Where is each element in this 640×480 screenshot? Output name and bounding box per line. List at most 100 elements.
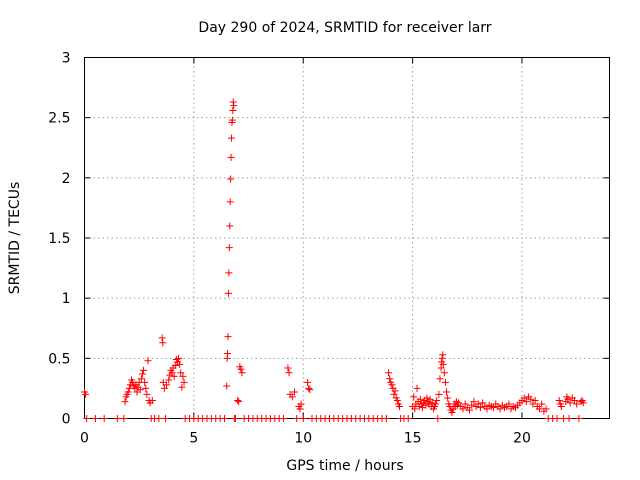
y-tick-label: 0.5 bbox=[48, 351, 70, 367]
y-tick-label: 1 bbox=[62, 291, 71, 307]
data-point bbox=[529, 400, 537, 408]
data-point bbox=[393, 396, 401, 404]
data-point bbox=[237, 365, 245, 373]
data-point bbox=[165, 376, 173, 384]
data-point bbox=[440, 369, 448, 377]
data-point bbox=[483, 405, 491, 413]
data-point bbox=[159, 339, 167, 347]
data-point bbox=[522, 398, 530, 406]
data-point bbox=[459, 405, 467, 413]
data-point bbox=[291, 388, 298, 396]
data-point bbox=[137, 375, 145, 383]
data-point bbox=[288, 393, 296, 401]
y-tick-label: 3 bbox=[62, 51, 71, 67]
data-point bbox=[466, 406, 473, 414]
x-tick-label: 10 bbox=[294, 431, 312, 447]
data-point bbox=[91, 415, 99, 422]
data-point bbox=[238, 369, 246, 377]
data-point bbox=[542, 405, 550, 413]
data-point bbox=[468, 401, 476, 409]
data-point bbox=[299, 415, 307, 422]
y-tick-label: 1.5 bbox=[48, 231, 70, 247]
data-point bbox=[439, 351, 447, 359]
data-point bbox=[124, 388, 132, 396]
data-point bbox=[231, 415, 239, 422]
data-point bbox=[296, 405, 304, 413]
data-point bbox=[555, 396, 563, 404]
data-point bbox=[140, 366, 148, 374]
data-point bbox=[536, 405, 543, 413]
data-point bbox=[100, 415, 108, 422]
data-point bbox=[413, 384, 421, 392]
data-point bbox=[225, 244, 233, 252]
data-point bbox=[444, 394, 452, 402]
data-point bbox=[228, 134, 235, 142]
data-point bbox=[293, 415, 301, 422]
data-point bbox=[411, 405, 419, 413]
data-point bbox=[226, 222, 234, 230]
y-tick-label: 0 bbox=[62, 412, 71, 428]
data-point bbox=[479, 399, 487, 407]
data-point bbox=[388, 381, 396, 389]
data-point bbox=[177, 369, 185, 377]
data-point bbox=[227, 175, 235, 183]
data-point bbox=[161, 415, 169, 422]
data-point bbox=[306, 386, 314, 394]
data-point bbox=[396, 402, 403, 410]
data-point bbox=[404, 415, 412, 422]
data-point bbox=[178, 383, 186, 391]
data-point bbox=[476, 404, 484, 412]
data-point bbox=[390, 390, 398, 398]
data-point bbox=[226, 198, 234, 206]
data-point bbox=[433, 396, 441, 404]
data-point bbox=[180, 378, 188, 386]
data-point bbox=[441, 378, 449, 386]
data-point bbox=[82, 390, 90, 398]
y-tick-label: 2.5 bbox=[48, 111, 70, 127]
x-tick-label: 0 bbox=[80, 431, 89, 447]
data-point bbox=[113, 415, 121, 422]
data-point bbox=[435, 390, 443, 398]
data-point bbox=[224, 333, 232, 341]
data-point bbox=[422, 401, 430, 409]
data-point bbox=[285, 369, 293, 377]
data-point bbox=[163, 381, 171, 389]
data-point bbox=[155, 415, 163, 422]
data-point bbox=[391, 387, 399, 395]
data-point bbox=[83, 415, 91, 422]
x-tick-labels: 0 5 10 15 20 bbox=[80, 431, 531, 447]
data-point bbox=[158, 334, 166, 342]
data-point bbox=[225, 269, 233, 277]
data-point bbox=[227, 153, 235, 161]
data-point bbox=[221, 415, 228, 422]
data-point bbox=[566, 399, 574, 407]
data-point bbox=[386, 375, 394, 383]
data-point bbox=[434, 415, 442, 422]
chart-title: Day 290 of 2024, SRMTID for receiver lar… bbox=[198, 20, 491, 36]
data-point bbox=[426, 395, 434, 403]
data-point bbox=[527, 395, 535, 403]
data-point bbox=[437, 364, 445, 372]
data-point bbox=[575, 415, 583, 422]
data-point bbox=[382, 415, 390, 422]
data-point bbox=[531, 396, 539, 404]
data-point bbox=[573, 400, 581, 408]
data-point bbox=[557, 402, 565, 410]
data-point bbox=[432, 400, 440, 408]
data-point bbox=[138, 370, 146, 378]
gridlines bbox=[84, 57, 610, 419]
data-point bbox=[179, 372, 187, 380]
data-point bbox=[305, 384, 313, 392]
data-point bbox=[235, 398, 243, 406]
data-point bbox=[120, 415, 128, 422]
data-point bbox=[520, 394, 528, 402]
data-point bbox=[170, 372, 178, 380]
data-point bbox=[230, 102, 238, 110]
data-point bbox=[448, 408, 456, 416]
data-point bbox=[171, 362, 179, 370]
data-point bbox=[436, 375, 444, 383]
y-axis-title: SRMTID / TECUs bbox=[7, 182, 23, 295]
data-point bbox=[280, 415, 288, 422]
data-point bbox=[410, 393, 418, 401]
data-point bbox=[470, 398, 478, 406]
